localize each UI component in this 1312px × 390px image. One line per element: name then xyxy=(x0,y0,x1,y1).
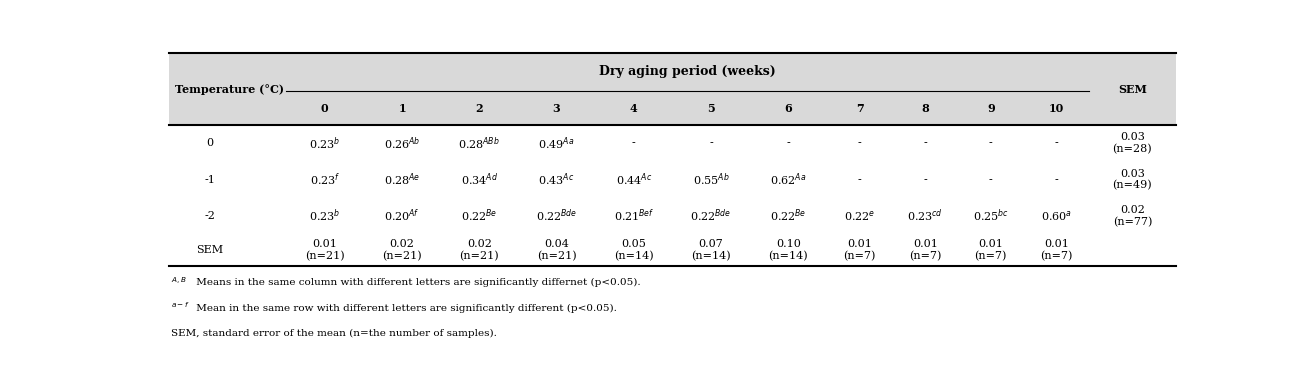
Text: -: - xyxy=(989,138,993,149)
Text: 0.60$^{a}$: 0.60$^{a}$ xyxy=(1040,209,1072,223)
Text: 0.03
(n=49): 0.03 (n=49) xyxy=(1113,169,1152,191)
Text: -: - xyxy=(1055,138,1059,149)
Text: Dry aging period (weeks): Dry aging period (weeks) xyxy=(600,66,775,78)
Text: 9: 9 xyxy=(987,103,994,114)
Text: SEM: SEM xyxy=(197,245,223,255)
Text: 0.23$^{cd}$: 0.23$^{cd}$ xyxy=(908,207,943,224)
Text: 0.62$^{Aa}$: 0.62$^{Aa}$ xyxy=(770,171,807,188)
Text: 0.01
(n=7): 0.01 (n=7) xyxy=(975,239,1008,261)
Text: 0.04
(n=21): 0.04 (n=21) xyxy=(537,239,576,261)
Text: 2: 2 xyxy=(475,103,483,114)
Text: 0.01
(n=7): 0.01 (n=7) xyxy=(1040,239,1072,261)
Text: 0.44$^{Ac}$: 0.44$^{Ac}$ xyxy=(615,171,652,188)
Text: 0.55$^{Ab}$: 0.55$^{Ab}$ xyxy=(693,171,729,188)
Text: 0.28$^{Ae}$: 0.28$^{Ae}$ xyxy=(384,171,420,188)
Text: 0: 0 xyxy=(206,138,214,149)
Text: 0.10
(n=14): 0.10 (n=14) xyxy=(769,239,808,261)
Text: 0.23$^{b}$: 0.23$^{b}$ xyxy=(310,207,340,224)
Text: Mean in the same row with different letters are significantly different (p<0.05): Mean in the same row with different lett… xyxy=(193,303,618,313)
Text: 0.34$^{Ad}$: 0.34$^{Ad}$ xyxy=(461,171,497,188)
Text: -: - xyxy=(924,138,928,149)
Text: 0.02
(n=21): 0.02 (n=21) xyxy=(459,239,499,261)
Text: -: - xyxy=(786,138,790,149)
Text: 0.07
(n=14): 0.07 (n=14) xyxy=(691,239,731,261)
Text: -2: -2 xyxy=(205,211,215,221)
Text: 6: 6 xyxy=(785,103,792,114)
Text: 0.49$^{Aa}$: 0.49$^{Aa}$ xyxy=(538,135,575,152)
Text: 0.03
(n=28): 0.03 (n=28) xyxy=(1113,133,1152,154)
Text: 0.22$^{Bde}$: 0.22$^{Bde}$ xyxy=(690,207,732,224)
Text: -: - xyxy=(924,175,928,185)
Text: 1: 1 xyxy=(399,103,405,114)
Text: 3: 3 xyxy=(552,103,560,114)
Text: $^{a-f}$: $^{a-f}$ xyxy=(171,303,190,312)
Text: 0.01
(n=21): 0.01 (n=21) xyxy=(304,239,345,261)
Text: 0.05
(n=14): 0.05 (n=14) xyxy=(614,239,653,261)
Text: 10: 10 xyxy=(1048,103,1064,114)
Text: 0.22$^{e}$: 0.22$^{e}$ xyxy=(844,209,875,223)
Text: 0.23$^{b}$: 0.23$^{b}$ xyxy=(310,135,340,152)
Text: 0.28$^{ABb}$: 0.28$^{ABb}$ xyxy=(458,135,500,152)
Text: 0.22$^{Be}$: 0.22$^{Be}$ xyxy=(770,207,807,224)
Text: SEM: SEM xyxy=(1118,83,1147,94)
Text: 8: 8 xyxy=(921,103,929,114)
Text: -: - xyxy=(858,138,862,149)
Text: Means in the same column with different letters are significantly differnet (p<0: Means in the same column with different … xyxy=(193,278,642,287)
Text: 0.02
(n=77): 0.02 (n=77) xyxy=(1113,205,1152,227)
Text: -: - xyxy=(989,175,993,185)
Text: Temperature (°C): Temperature (°C) xyxy=(174,83,283,94)
Text: 0.23$^{f}$: 0.23$^{f}$ xyxy=(310,171,340,188)
Text: 0.22$^{Be}$: 0.22$^{Be}$ xyxy=(461,207,497,224)
Text: 0.01
(n=7): 0.01 (n=7) xyxy=(844,239,876,261)
Text: 0.22$^{Bde}$: 0.22$^{Bde}$ xyxy=(535,207,577,224)
Text: 0.01
(n=7): 0.01 (n=7) xyxy=(909,239,942,261)
Text: -1: -1 xyxy=(205,175,215,185)
Text: 0: 0 xyxy=(321,103,328,114)
Text: 4: 4 xyxy=(630,103,638,114)
Text: $^{A,B}$: $^{A,B}$ xyxy=(171,278,186,287)
Text: 0.43$^{Ac}$: 0.43$^{Ac}$ xyxy=(538,171,575,188)
Text: -: - xyxy=(858,175,862,185)
Text: 0.21$^{Bef}$: 0.21$^{Bef}$ xyxy=(614,207,653,224)
Bar xyxy=(169,53,1176,125)
Text: -: - xyxy=(1055,175,1059,185)
Text: 7: 7 xyxy=(855,103,863,114)
Text: -: - xyxy=(710,138,712,149)
Text: 0.25$^{bc}$: 0.25$^{bc}$ xyxy=(974,207,1009,224)
Text: 0.20$^{Af}$: 0.20$^{Af}$ xyxy=(384,207,420,224)
Text: 0.26$^{Ab}$: 0.26$^{Ab}$ xyxy=(384,135,420,152)
Text: 5: 5 xyxy=(707,103,715,114)
Text: -: - xyxy=(632,138,635,149)
Text: SEM, standard error of the mean (n=the number of samples).: SEM, standard error of the mean (n=the n… xyxy=(171,329,497,338)
Text: 0.02
(n=21): 0.02 (n=21) xyxy=(382,239,422,261)
